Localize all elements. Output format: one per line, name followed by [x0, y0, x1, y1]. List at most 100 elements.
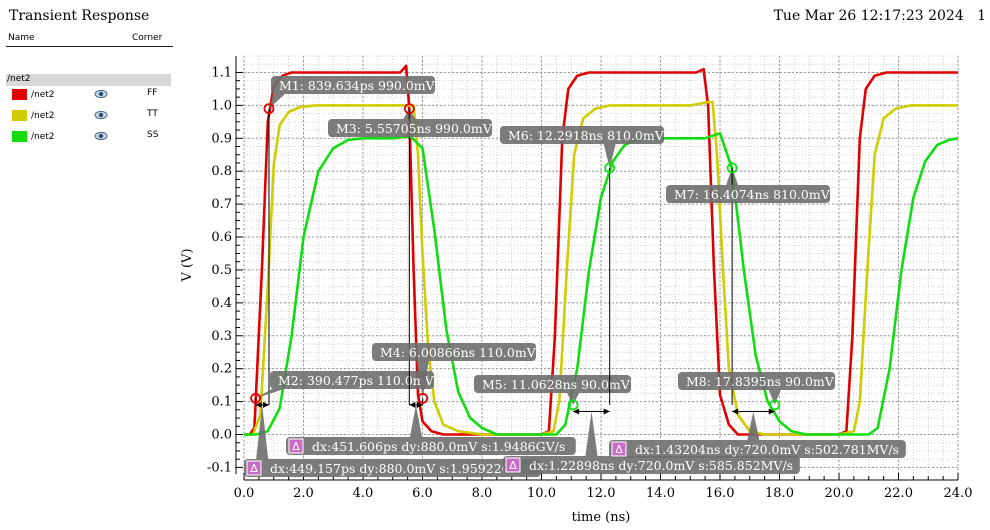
- x-tick-label: 6.0: [412, 486, 433, 501]
- delta-icon: [246, 460, 262, 476]
- x-tick-label: 24.0: [944, 486, 973, 501]
- delta-label-2-text: dx:449.157ps dy:880.0mV s:1.95922GV/s: [270, 461, 531, 476]
- legend-group-label: /net2: [7, 74, 31, 84]
- delta-icon-glyph: Δ: [615, 443, 623, 456]
- marker-point-m1[interactable]: [263, 103, 275, 115]
- legend-net-label: /net2: [31, 132, 55, 142]
- x-tick-label: 18.0: [765, 486, 794, 501]
- y-tick-label: 0.4: [211, 296, 232, 311]
- legend-net-label: /net2: [31, 111, 55, 121]
- marker-label-m4-bg: [372, 343, 537, 361]
- legend-item-ff[interactable]: /net2 FF: [6, 87, 171, 103]
- marker-point-m6[interactable]: [604, 162, 616, 174]
- y-tick-label: 0.9: [211, 131, 232, 146]
- marker-label-m2-text: M2: 390.477ps 110.0mV: [278, 373, 435, 388]
- eye-icon[interactable]: [94, 89, 108, 99]
- delta-label-1-bg: [286, 437, 576, 455]
- delta-pointer: [747, 411, 760, 440]
- marker-label-m2-bg: [270, 371, 435, 389]
- legend-item-ss[interactable]: /net2 SS: [6, 129, 171, 145]
- legend-corner-label: SS: [147, 130, 159, 140]
- marker-point-m2[interactable]: [250, 392, 262, 404]
- marker-pointer-m1: [268, 94, 285, 109]
- marker-label-m5-bg: [474, 375, 631, 393]
- marker-label-m7-text: M7: 16.4074ns 810.0mV: [674, 187, 831, 202]
- x-tick-label: 22.0: [884, 486, 913, 501]
- marker-label-m8[interactable]: M8: 17.8395ns 90.0mV: [678, 372, 835, 390]
- x-tick-label: 8.0: [472, 486, 493, 501]
- y-tick-label: 1.0: [211, 98, 232, 113]
- marker-label-m7[interactable]: M7: 16.4074ns 810.0mV: [666, 185, 831, 203]
- x-tick-label: 10.0: [527, 486, 556, 501]
- delta-label-3-text: dx:1.22898ns dy:720.0mV s:585.852MV/s: [529, 458, 793, 473]
- marker-point-m3[interactable]: [403, 103, 415, 115]
- legend-item-tt[interactable]: /net2 TT: [6, 108, 171, 124]
- x-tick-label: 4.0: [353, 486, 374, 501]
- x-tick-label: 2.0: [293, 486, 314, 501]
- marker-label-m3-text: M3: 5.55705ns 990.0mV: [336, 121, 493, 136]
- x-tick-label: 20.0: [825, 486, 854, 501]
- x-tick-label: 16.0: [706, 486, 735, 501]
- legend-swatch-tt: [12, 110, 27, 121]
- y-tick-label: 0.7: [211, 197, 232, 212]
- y-tick-label: 0.5: [211, 263, 232, 278]
- marker-label-m5[interactable]: M5: 11.0628ns 90.0mV: [474, 375, 631, 393]
- y-tick-label: 1.1: [211, 65, 232, 80]
- eye-icon[interactable]: [94, 131, 108, 141]
- marker-label-m1[interactable]: M1: 839.634ps 990.0mV: [271, 76, 436, 94]
- y-tick-label: 0.3: [211, 329, 232, 344]
- marker-point-m7[interactable]: [726, 162, 738, 174]
- delta-label-4-bg: [609, 440, 906, 458]
- delta-label-3-bg: [503, 456, 800, 474]
- delta-label-4-text: dx:1.43204ns dy:720.0mV s:502.781MV/s: [635, 442, 899, 457]
- marker-label-m4[interactable]: M4: 6.00866ns 110.0mV: [372, 343, 537, 361]
- marker-label-m6[interactable]: M6: 12.2918ns 810.0mV: [500, 126, 665, 144]
- delta-icon-glyph: Δ: [250, 462, 258, 475]
- delta-arrowheads: [409, 401, 423, 408]
- delta-icon: [288, 438, 304, 454]
- plot-title: Transient Response: [9, 8, 150, 24]
- marker-point-m4[interactable]: [417, 392, 429, 404]
- marker-pointer-m6: [603, 144, 616, 168]
- y-tick-label: 0.6: [211, 230, 232, 245]
- marker-label-m5-text: M5: 11.0628ns 90.0mV: [482, 377, 631, 392]
- marker-pointer-m5: [567, 393, 580, 405]
- marker-pointer-m2: [255, 389, 284, 399]
- delta-pointer: [409, 404, 422, 437]
- delta-pointer: [256, 404, 269, 459]
- marker-label-m1-bg: [271, 76, 436, 94]
- marker-label-m8-text: M8: 17.8395ns 90.0mV: [686, 374, 835, 389]
- marker-label-m7-bg: [666, 185, 831, 203]
- x-tick-label: 12.0: [587, 486, 616, 501]
- y-tick-label: 0.2: [211, 362, 232, 377]
- y-tick-label: 0.0: [211, 428, 232, 443]
- series-line-ss[interactable]: [244, 132, 959, 436]
- marker-label-m6-text: M6: 12.2918ns 810.0mV: [508, 128, 665, 143]
- marker-point-m5[interactable]: [567, 399, 579, 411]
- y-axis-label: V (V): [180, 248, 195, 282]
- y-tick-label: -0.1: [207, 460, 232, 475]
- series-line-tt[interactable]: [244, 100, 958, 436]
- legend-group-net2[interactable]: /net2: [6, 74, 171, 86]
- delta-label-2-bg: [244, 459, 541, 477]
- timestamp: Tue Mar 26 12:17:23 2024 1: [773, 8, 986, 24]
- legend-col-corner: Corner: [132, 33, 163, 43]
- delta-icon: [505, 457, 521, 473]
- marker-label-m3[interactable]: M3: 5.55705ns 990.0mV: [328, 119, 493, 137]
- y-tick-label: 0.1: [211, 395, 232, 410]
- marker-point-m8[interactable]: [769, 399, 781, 411]
- marker-label-m2[interactable]: M2: 390.477ps 110.0mV: [270, 371, 435, 389]
- legend-panel: Name Corner /net2 /net2 FF /net2 TT /net…: [6, 32, 173, 142]
- legend-swatch-ff: [12, 89, 27, 100]
- legend-corner-label: FF: [147, 88, 158, 98]
- eye-icon[interactable]: [94, 110, 108, 120]
- marker-label-m6-bg: [500, 126, 665, 144]
- delta-icon-glyph: Δ: [292, 440, 300, 453]
- x-tick-label: 0.0: [234, 486, 255, 501]
- delta-icon: [611, 441, 627, 457]
